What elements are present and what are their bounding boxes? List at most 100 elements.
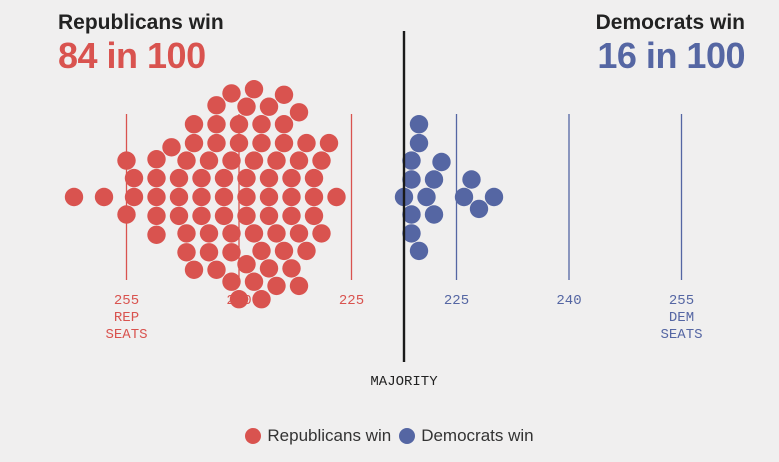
legend-label-democrats: Democrats win	[421, 426, 534, 445]
dem-win-dot	[409, 115, 429, 134]
rep-win-dot	[177, 151, 196, 170]
rep-win-dot	[147, 168, 166, 188]
rep-win-dot	[252, 241, 271, 261]
dem-win-dot	[462, 170, 481, 189]
rep-win-dot	[282, 206, 301, 226]
rep-win-dot	[192, 168, 211, 188]
rep-win-dot	[229, 115, 249, 134]
dem-seats-caption: SEATS	[660, 327, 702, 343]
rep-win-dot	[259, 168, 279, 188]
rep-win-dot	[184, 133, 204, 153]
rep-win-dot	[124, 187, 144, 207]
rep-win-dot	[117, 151, 136, 170]
dem-win-dot	[417, 187, 436, 207]
simulation-dots	[64, 80, 504, 309]
rep-win-dot	[184, 115, 204, 134]
rep-win-dot	[304, 168, 324, 188]
dem-win-dot	[402, 224, 421, 243]
rep-win-dot	[177, 243, 196, 262]
rep-win-dot	[259, 206, 279, 226]
democrats-odds: 16 in 100	[597, 35, 745, 76]
rep-win-dot	[237, 255, 256, 274]
rep-win-dot	[117, 205, 136, 224]
dem-win-dot	[409, 241, 429, 261]
dem-tick-label: 225	[444, 293, 469, 309]
rep-win-dot	[207, 133, 226, 153]
majority-label: MAJORITY	[370, 374, 438, 390]
rep-win-dot	[244, 151, 264, 170]
rep-win-dot	[327, 187, 346, 207]
rep-win-dot	[274, 133, 294, 153]
rep-win-dot	[222, 224, 241, 243]
rep-win-dot	[207, 115, 226, 134]
dem-win-dot	[454, 187, 474, 207]
rep-win-dot	[229, 290, 249, 309]
rep-win-dot	[214, 187, 234, 207]
republicans-odds: 84 in 100	[58, 35, 206, 76]
dem-win-dot	[469, 199, 489, 219]
rep-win-dot	[192, 206, 211, 226]
rep-win-dot	[289, 151, 309, 170]
rep-win-dot	[252, 133, 271, 153]
legend-label-republicans: Republicans win	[267, 426, 392, 445]
rep-win-dot	[237, 168, 256, 188]
dem-win-dot	[409, 133, 429, 153]
rep-win-dot	[274, 85, 294, 105]
rep-win-dot	[237, 187, 256, 207]
dem-win-dot	[424, 170, 444, 189]
rep-win-dot	[252, 115, 271, 134]
republicans-win-label: Republicans win	[58, 11, 224, 34]
rep-win-dot	[214, 168, 234, 188]
dem-win-dot	[402, 170, 421, 189]
rep-win-dot	[289, 103, 309, 122]
rep-win-dot	[64, 187, 84, 207]
rep-win-dot	[244, 272, 264, 291]
rep-tick-label: 240	[226, 293, 251, 309]
rep-win-dot	[297, 133, 316, 153]
dem-win-dot	[424, 205, 444, 224]
dem-win-dot	[402, 151, 421, 170]
rep-win-dot	[147, 206, 166, 226]
rep-win-dot	[147, 187, 166, 207]
rep-win-dot	[267, 151, 286, 170]
legend: Republicans win Democrats win	[0, 426, 779, 446]
legend-item-democrats: Democrats win	[399, 426, 534, 446]
dem-tick-label: 240	[556, 293, 581, 309]
legend-item-republicans: Republicans win	[245, 426, 391, 446]
rep-win-dot	[304, 206, 324, 226]
rep-win-dot	[147, 225, 166, 244]
democrats-win-label: Democrats win	[595, 11, 745, 34]
rep-win-dot	[282, 187, 301, 207]
rep-win-dot	[207, 96, 226, 115]
rep-win-dot	[124, 168, 144, 188]
rep-win-dot	[267, 224, 286, 243]
rep-win-dot	[222, 151, 241, 170]
rep-win-dot	[237, 97, 256, 116]
dem-seats-caption: DEM	[669, 310, 694, 326]
rep-win-dot	[259, 259, 279, 278]
democrat-dot-icon	[399, 428, 416, 444]
rep-win-dot	[244, 80, 264, 99]
rep-win-dot	[304, 187, 324, 207]
rep-win-dot	[312, 224, 331, 243]
rep-win-dot	[244, 224, 264, 243]
rep-win-dot	[94, 187, 114, 207]
democrats-headline: Democrats win 16 in 100	[595, 10, 746, 76]
rep-seats-caption: SEATS	[105, 327, 147, 343]
rep-win-dot	[289, 224, 309, 243]
rep-win-dot	[282, 168, 301, 188]
rep-win-dot	[229, 133, 249, 153]
rep-win-dot	[274, 115, 294, 134]
rep-win-dot	[169, 206, 189, 226]
rep-win-dot	[297, 241, 316, 261]
rep-win-dot	[199, 151, 219, 170]
dem-win-dot	[484, 187, 504, 207]
rep-win-dot	[222, 243, 241, 262]
rep-tick-label: 255	[114, 293, 139, 309]
rep-seats-caption: REP	[114, 310, 139, 326]
dem-win-dot	[432, 152, 451, 172]
rep-win-dot	[274, 241, 294, 261]
republicans-headline: Republicans win 84 in 100	[58, 10, 224, 76]
